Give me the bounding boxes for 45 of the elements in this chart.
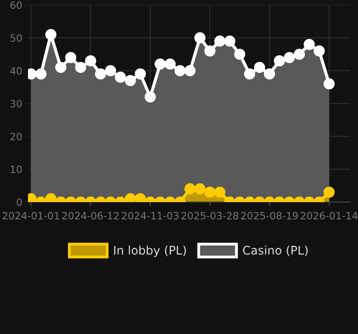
point xyxy=(85,55,96,66)
y-tick-label: 60 xyxy=(10,1,22,9)
y-tick-label: 30 xyxy=(10,100,22,108)
point xyxy=(234,48,246,60)
point xyxy=(134,68,146,80)
y-tick-label: 20 xyxy=(10,132,22,140)
point xyxy=(294,48,305,60)
point xyxy=(65,52,76,64)
y-tick-label: 50 xyxy=(10,34,22,42)
point xyxy=(254,62,266,73)
point xyxy=(75,62,86,73)
y-tick-label: 10 xyxy=(10,166,22,174)
point xyxy=(144,91,156,102)
point xyxy=(94,68,106,80)
point xyxy=(244,68,256,80)
y-tick-label: 40 xyxy=(10,67,22,75)
point xyxy=(314,45,325,57)
point xyxy=(35,68,46,80)
point xyxy=(184,65,196,76)
point xyxy=(114,72,126,83)
point xyxy=(55,62,66,73)
x-tick-label: 2025-03-28 xyxy=(182,212,238,220)
point xyxy=(124,74,136,86)
point xyxy=(214,36,226,47)
point xyxy=(164,58,176,70)
point xyxy=(174,65,186,76)
x-tick-label: 2024-06-12 xyxy=(62,212,119,220)
y-tick-label: 0 xyxy=(16,198,22,206)
point xyxy=(154,58,166,70)
point xyxy=(324,78,335,90)
x-tick-label: 2026-01-14 xyxy=(300,212,358,220)
point xyxy=(274,55,285,66)
point xyxy=(284,52,295,64)
legend-label: In lobby (PL) xyxy=(114,246,186,257)
x-tick-label: 2024-01-01 xyxy=(2,212,60,220)
point xyxy=(194,32,206,44)
point xyxy=(204,45,216,57)
point xyxy=(224,36,236,47)
point xyxy=(45,28,56,40)
x-tick-label: 2025-08-19 xyxy=(241,212,298,220)
point xyxy=(304,38,315,50)
legend-label: Casino (PL) xyxy=(243,246,308,256)
x-tick-label: 2024-11-03 xyxy=(122,212,178,220)
point xyxy=(264,68,276,80)
point xyxy=(104,65,116,76)
